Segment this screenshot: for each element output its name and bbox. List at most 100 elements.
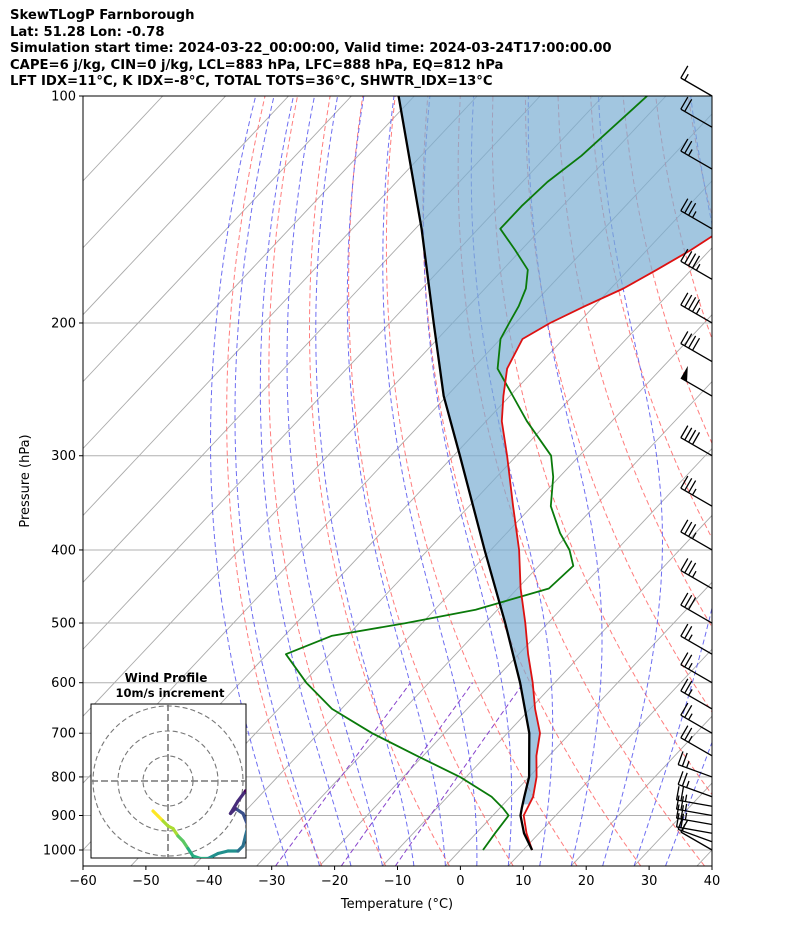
moist-adiabat [346,96,446,866]
isotherm [445,581,712,866]
dry-adiabat [557,96,712,628]
wind-barb [680,425,713,457]
x-tick-label: −20 [321,874,348,889]
temperature-line [500,235,712,851]
hodograph-subtitle: 10m/s increment [116,686,225,700]
wind-barb [680,198,713,230]
wind-barb [680,652,713,684]
dry-adiabat [422,96,642,866]
parcel-profile-line [397,96,534,851]
wind-barb [677,751,713,778]
dry-adiabat [721,96,794,866]
y-tick-label: 1000 [43,844,76,859]
y-tick-label: 900 [51,809,76,824]
wind-barb [680,475,713,507]
isotherm [83,96,415,450]
y-axis-label: Pressure (hPa) [18,434,33,527]
isotherm [256,380,712,866]
hodograph-segment [228,799,240,816]
wind-barb [680,365,713,397]
station-title: SkewTLogP Farnborough [10,8,195,23]
wind-barb [680,725,713,757]
wind-barb [675,813,713,834]
mixing-ratio-line [394,682,525,866]
isotherm [83,96,352,383]
x-tick-label: 0 [456,874,464,889]
x-tick-label: 40 [704,874,721,889]
dry-adiabat [226,96,323,866]
wind-barb [675,786,713,807]
y-tick-label: 300 [51,449,76,464]
moist-adiabat [210,96,289,866]
wind-barbs [675,65,713,851]
x-tick-label: −40 [195,874,222,889]
moist-adiabat [315,96,415,866]
dry-adiabat [622,96,712,445]
isotherm [83,96,289,316]
isotherm [507,648,712,866]
x-tick-label: 10 [515,874,532,889]
x-tick-label: 20 [578,874,595,889]
x-tick-label: −10 [384,874,411,889]
moist-adiabat [598,96,664,866]
wind-barb [680,248,713,280]
hodograph-segment [241,811,246,826]
dry-adiabat [753,96,794,866]
reference-lines [83,96,794,866]
dry-adiabat [786,96,794,866]
wind-barb [680,138,713,170]
wind-barb [680,702,713,734]
isotherm [193,314,712,866]
moist-adiabat [633,96,712,866]
wind-barb [677,771,713,798]
wind-barb [680,65,713,97]
hodograph-segment [243,827,246,838]
x-tick-label: −50 [132,874,159,889]
x-axis-label: Temperature (°C) [340,897,453,912]
dry-adiabat [309,96,450,866]
dry-adiabat [385,96,578,866]
wind-barb [680,592,713,624]
wind-barb [680,819,713,851]
wind-barb [680,331,713,363]
y-tick-label: 500 [51,617,76,632]
y-tick-label: 800 [51,770,76,785]
hodograph-segment [191,854,203,858]
mixing-ratio-line [340,682,474,866]
wind-barb [680,96,713,128]
dewpoint-line [285,96,648,851]
stability-indices-lifted: LFT IDX=11°C, K IDX=-8°C, TOTAL TOTS=36°… [10,74,493,90]
wind-barb [680,519,713,551]
y-tick-label: 200 [51,316,76,331]
hodograph-inset: Wind Profile 10m/s increment [90,671,247,859]
isotherm [319,447,712,866]
wind-barb [680,292,713,324]
hodograph-title: Wind Profile [125,671,208,685]
moist-adiabat [286,96,383,866]
mixing-ratio-line [275,682,411,866]
isotherm [382,514,712,866]
dry-adiabat [590,96,712,540]
moist-adiabat [527,96,603,866]
y-tick-label: 600 [51,676,76,691]
axes: −60 −50 −40 −30 −20 −10 0 10 20 30 40 1000 900 800 700… [43,90,720,890]
simulation-times: Simulation start time: 2024-03-22_00:00:… [10,41,612,57]
wind-barb [675,795,713,817]
y-tick-label: 400 [51,543,76,558]
dry-adiabat [268,96,387,866]
dry-adiabat [348,96,514,866]
cape-shading [398,96,712,805]
isotherm [83,96,478,517]
y-tick-label: 100 [51,90,76,105]
station-coordinates: Lat: 51.28 Lon: -0.78 [10,24,165,40]
hodograph-segment [216,849,230,856]
isotherm [83,96,226,249]
profile-lines [285,96,712,851]
y-tick-label: 700 [51,727,76,742]
wind-barb [680,558,713,590]
hodograph-segment [206,851,220,858]
wind-barb [675,804,713,826]
moist-adiabat [665,740,712,866]
figure-header: SkewTLogP Farnborough Lat: 51.28 Lon: -0… [10,8,612,91]
